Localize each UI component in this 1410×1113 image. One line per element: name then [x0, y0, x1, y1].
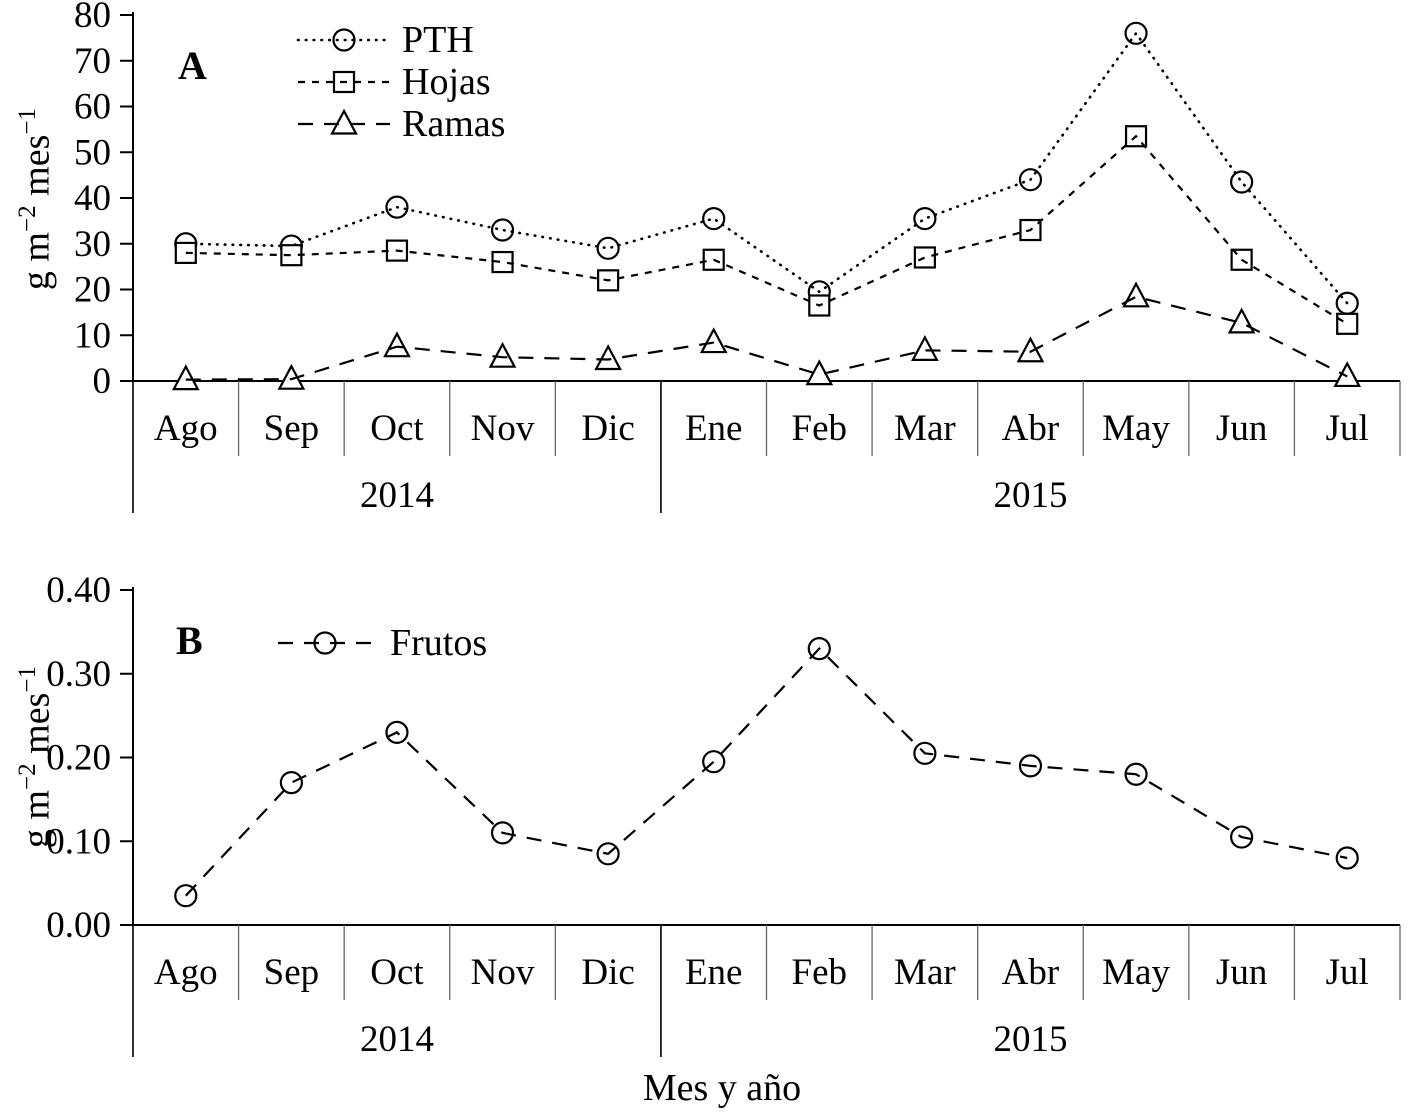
x-month-label: Feb — [792, 408, 848, 449]
y-tick-label: 40 — [74, 178, 111, 219]
ylabel-text: mes — [15, 692, 58, 764]
circle-marker — [279, 771, 303, 795]
panel-b-y-axis-label: g m−2 mes−1 — [5, 587, 58, 927]
ylabel-text: mes — [15, 134, 58, 206]
x-month-label: Dic — [581, 952, 634, 993]
y-tick-label: 0 — [93, 361, 112, 402]
y-tick-label: 30 — [74, 224, 111, 265]
panel-b-label: B — [176, 618, 203, 663]
x-month-label: Jun — [1216, 408, 1267, 449]
x-month-label: Ago — [154, 952, 218, 993]
series-line-ramas — [185, 295, 1348, 381]
x-month-label: Jun — [1216, 952, 1267, 993]
x-month-label: Sep — [264, 408, 320, 449]
legend-sample-frutos — [278, 631, 372, 655]
x-month-label: Oct — [370, 408, 424, 449]
ylabel-superscript: −1 — [14, 107, 41, 135]
x-month-label: Ene — [685, 408, 743, 449]
y-tick-label: 0.20 — [46, 738, 111, 779]
ylabel-text: g m — [15, 232, 58, 291]
triangle-marker — [911, 335, 939, 361]
x-month-label: Abr — [1002, 952, 1060, 993]
triangle-marker — [1016, 336, 1045, 363]
triangle-marker — [383, 331, 411, 358]
y-tick-label: 0.00 — [46, 905, 111, 946]
series-ramas — [171, 281, 1362, 391]
legend-item-pth: PTH — [402, 19, 474, 61]
x-month-label: Sep — [264, 952, 320, 993]
legend-item-ramas: Ramas — [402, 103, 506, 145]
y-tick-label: 20 — [74, 270, 111, 311]
panel-a-y-axis-label: g m−2 mes−1 — [5, 29, 58, 369]
series-line-frutos — [184, 647, 1348, 897]
triangle-marker — [1333, 361, 1362, 388]
square-marker — [913, 246, 936, 269]
legend-item-frutos: Frutos — [390, 622, 488, 664]
legend-sample-pth — [296, 28, 392, 52]
y-tick-label: 50 — [74, 132, 111, 173]
x-month-label: Jul — [1326, 408, 1369, 449]
triangle-marker — [699, 327, 728, 354]
circle-marker — [596, 236, 620, 260]
x-month-label: Dic — [581, 408, 634, 449]
y-tick-label: 80 — [74, 0, 111, 36]
y-tick-label: 0.10 — [46, 821, 111, 862]
series-frutos — [174, 637, 1359, 908]
ylabel-superscript: −2 — [14, 205, 41, 233]
ylabel-superscript: −1 — [14, 665, 41, 693]
legend-item-hojas: Hojas — [402, 61, 491, 103]
x-month-label: Mar — [894, 408, 956, 449]
y-tick-label: 10 — [74, 315, 111, 356]
triangle-marker — [594, 344, 622, 371]
ylabel-superscript: −2 — [14, 763, 41, 791]
x-month-label: May — [1102, 952, 1170, 993]
x-year-label: 2015 — [993, 475, 1067, 516]
x-month-label: Jul — [1326, 952, 1369, 993]
y-tick-label: 70 — [74, 41, 111, 82]
x-month-label: Ene — [685, 952, 743, 993]
y-tick-label: 0.30 — [46, 654, 111, 695]
triangle-marker — [488, 341, 517, 368]
triangle-marker — [1122, 281, 1150, 308]
series-line-pth — [184, 31, 1349, 305]
circle-marker — [702, 206, 726, 231]
triangle-marker — [171, 364, 200, 391]
x-month-label: Nov — [471, 408, 535, 449]
circle-marker — [913, 206, 937, 231]
x-month-label: May — [1102, 408, 1170, 449]
x-month-label: Ago — [154, 408, 218, 449]
x-month-label: Mar — [894, 952, 956, 993]
series-line-hojas — [185, 134, 1348, 325]
x-axis-label: Mes y año — [642, 1067, 802, 1109]
x-year-label: 2014 — [360, 475, 434, 516]
square-marker — [1336, 312, 1359, 335]
x-year-label: 2015 — [993, 1019, 1067, 1060]
ylabel-text: g m — [15, 790, 58, 849]
y-tick-label: 60 — [74, 87, 111, 128]
panel-a-label: A — [178, 43, 207, 88]
square-marker — [491, 250, 514, 274]
series-hojas — [174, 125, 1359, 335]
circle-marker — [490, 218, 515, 242]
x-month-label: Feb — [792, 952, 848, 993]
x-month-label: Nov — [471, 952, 535, 993]
x-year-label: 2014 — [360, 1019, 434, 1060]
triangle-marker — [330, 108, 358, 135]
circle-marker — [1230, 170, 1254, 194]
y-tick-label: 0.40 — [46, 570, 111, 611]
x-month-label: Oct — [370, 952, 424, 993]
series-pth — [174, 21, 1359, 315]
legend-sample-ramas — [298, 108, 390, 135]
legend-sample-hojas — [298, 70, 390, 94]
x-month-label: Abr — [1002, 408, 1060, 449]
panel-b: 0.00 0.10 0.20 0.30 0.40 Ago Sep Oct Nov Dic Ene Fe… — [46, 570, 1401, 1060]
